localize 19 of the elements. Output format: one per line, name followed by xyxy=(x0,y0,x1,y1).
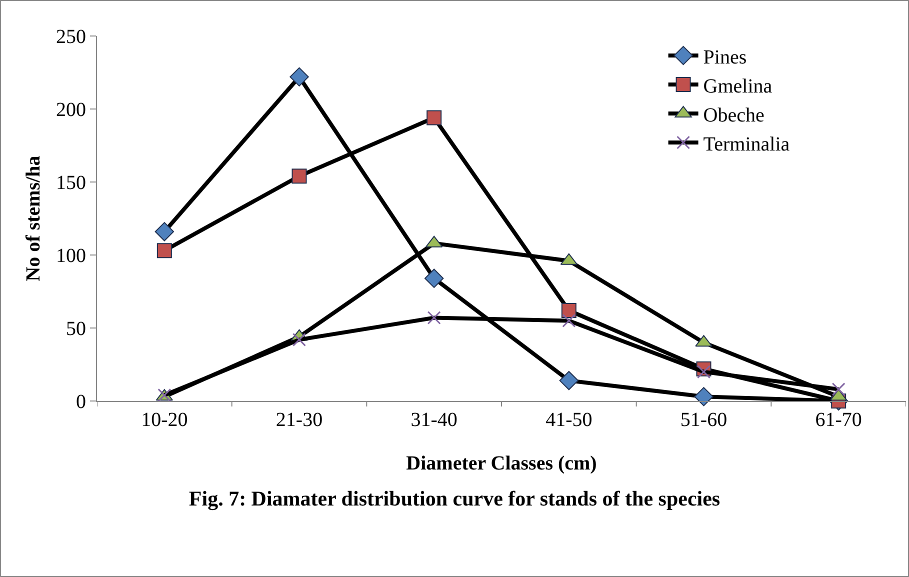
x-tick-label: 61-70 xyxy=(815,409,862,431)
legend-label: Pines xyxy=(703,46,747,68)
text: Fig. 7: Diamater distribution curve for stands of the species xyxy=(188,486,720,511)
x-tick-label: 10-20 xyxy=(141,409,188,431)
x-tick-label: 41-50 xyxy=(546,409,592,431)
legend-label: Gmelina xyxy=(703,75,772,98)
y-axis-title: No of stems/ha xyxy=(22,156,44,282)
y-tick-label: 100 xyxy=(56,245,86,267)
x-tick-label: 31-40 xyxy=(410,409,458,431)
y-tick-label: 250 xyxy=(56,26,86,48)
x-axis-title: Diameter Classes (cm) xyxy=(406,452,597,474)
y-tick-label: 150 xyxy=(56,172,86,194)
y-tick-label: 0 xyxy=(76,391,86,413)
y-tick-label: 50 xyxy=(66,318,86,340)
legend-label: Terminalia xyxy=(703,133,790,156)
x-tick-label: 21-30 xyxy=(276,409,323,431)
x-tick-label: 51-60 xyxy=(680,409,728,431)
y-tick-label: 200 xyxy=(56,99,86,121)
legend-label: Obeche xyxy=(703,104,764,126)
